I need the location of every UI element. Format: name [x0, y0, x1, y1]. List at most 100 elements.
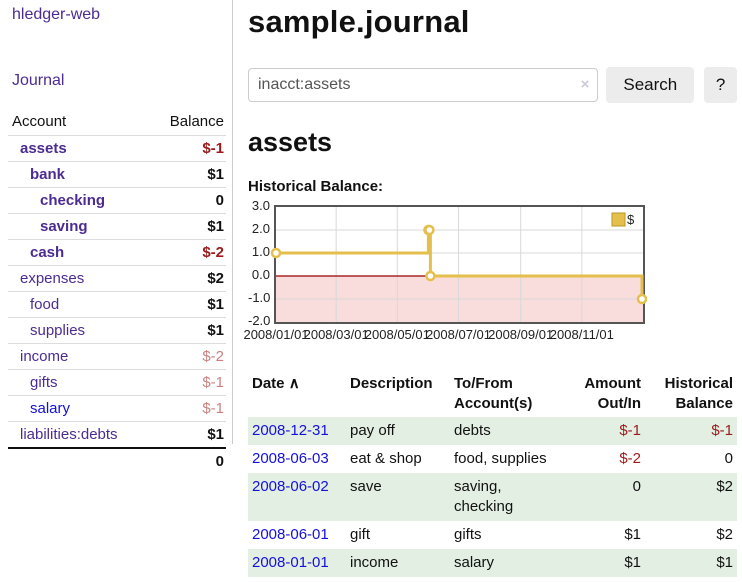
transaction-amount: $-2: [619, 450, 641, 467]
transaction-description: gift: [350, 526, 371, 543]
account-link-cash[interactable]: cash: [30, 244, 65, 261]
y-tick-label: 1.0: [251, 244, 270, 259]
account-row-assets: assets $-1: [8, 135, 226, 162]
accounts-total-row: 0: [8, 447, 226, 474]
sort-asc-icon: ∧: [288, 375, 300, 392]
register-header-balance: Historical Balance: [664, 375, 733, 412]
page-title: sample.journal: [248, 4, 470, 39]
transaction-date-link[interactable]: 2008-06-02: [252, 478, 329, 495]
account-balance: $1: [151, 291, 226, 318]
account-balance: $-1: [151, 369, 226, 396]
transaction-accounts: gifts: [454, 526, 482, 543]
accounts-table: Account Balance assets $-1 bank $1 check…: [8, 110, 226, 474]
chart-plot-svg: $: [270, 207, 648, 322]
help-button[interactable]: ?: [704, 67, 737, 103]
register-header-amount: Amount Out/In: [584, 375, 641, 412]
accounts-header-account: Account: [12, 113, 67, 130]
search-button[interactable]: Search: [606, 67, 695, 103]
x-tick-label: 2008/09/01: [488, 327, 554, 342]
register-header-date[interactable]: Date ∧: [252, 375, 300, 392]
account-row-expenses: expenses $2: [8, 265, 226, 292]
account-row-gifts: gifts $-1: [8, 369, 226, 396]
account-balance: $-1: [151, 395, 226, 422]
register-header-accounts: To/From Account(s): [454, 375, 533, 412]
account-row-cash: cash $-2: [8, 239, 226, 266]
x-tick-label: 2008/11/01: [549, 327, 614, 342]
transaction-accounts: salary: [454, 554, 495, 571]
account-link-supplies[interactable]: supplies: [30, 322, 86, 339]
account-row-bank: bank $1: [8, 161, 226, 188]
account-link-income[interactable]: income: [20, 348, 69, 365]
register-row: 2008-06-02 save saving, checking 0 $2: [248, 473, 737, 521]
account-balance: $-1: [151, 135, 226, 162]
transaction-amount: $1: [624, 526, 641, 543]
account-row-checking: checking 0: [8, 187, 226, 214]
accounts-total: 0: [151, 447, 226, 474]
y-tick-label: -1.0: [248, 290, 271, 305]
register-row: 2008-06-01 gift gifts $1 $2: [248, 521, 737, 549]
transaction-date-link[interactable]: 2008-01-01: [252, 554, 329, 571]
account-link-liabilities-debts[interactable]: liabilities:debts: [20, 426, 118, 443]
transaction-balance: 0: [724, 450, 733, 467]
account-balance: $1: [151, 213, 226, 240]
transaction-description: income: [350, 554, 399, 571]
sidebar-item-journal[interactable]: Journal: [12, 72, 65, 89]
accounts-header-row: Account Balance: [8, 110, 226, 136]
account-balance: $-2: [151, 343, 226, 370]
account-row-saving: saving $1: [8, 213, 226, 240]
search-form: × Search ?: [248, 67, 737, 103]
x-tick-label: 2008/07/01: [425, 327, 492, 342]
transaction-date-link[interactable]: 2008-12-31: [252, 422, 329, 439]
transaction-date-link[interactable]: 2008-06-01: [252, 526, 329, 543]
x-tick-label: 2008/03/01: [303, 327, 369, 342]
account-row-income: income $-2: [8, 343, 226, 370]
historical-balance-chart: 3.0 2.0 1.0 0.0 -1.0 -2.0 $ 2008/01/01 2008/03…: [243, 199, 737, 349]
app-brand-link[interactable]: hledger-web: [12, 6, 101, 23]
account-balance: $-2: [151, 239, 226, 266]
transaction-accounts: debts: [454, 422, 491, 439]
account-balance: 0: [151, 187, 226, 214]
transaction-accounts: food, supplies: [454, 450, 547, 467]
transaction-description: pay off: [350, 422, 395, 439]
register-row: 2008-01-01 income salary $1 $1: [248, 549, 737, 577]
transaction-balance: $-1: [711, 422, 733, 439]
clear-search-icon[interactable]: ×: [580, 76, 590, 93]
chart-title: Historical Balance:: [248, 178, 384, 195]
account-link-gifts[interactable]: gifts: [30, 374, 58, 391]
account-balance: $1: [151, 421, 226, 448]
register-row: 2008-12-31 pay off debts $-1 $-1: [248, 417, 737, 445]
main-content: sample.journal × Search ? assets Histori…: [243, 0, 737, 577]
chart-y-axis-labels: 3.0 2.0 1.0 0.0 -1.0 -2.0: [248, 199, 271, 327]
transaction-date-link[interactable]: 2008-06-03: [252, 450, 329, 467]
svg-text:$: $: [627, 212, 635, 227]
transaction-balance: $1: [716, 554, 733, 571]
transaction-accounts: saving, checking: [454, 478, 514, 515]
account-balance: $1: [151, 161, 226, 188]
y-tick-label: 0.0: [251, 267, 270, 282]
account-link-expenses[interactable]: expenses: [20, 270, 85, 287]
x-tick-label: 2008/05/01: [364, 327, 430, 342]
search-input[interactable]: [248, 68, 599, 102]
account-link-bank[interactable]: bank: [30, 166, 66, 183]
register-row: 2008-06-03 eat & shop food, supplies $-2…: [248, 445, 737, 473]
transaction-balance: $2: [716, 526, 733, 543]
account-row-supplies: supplies $1: [8, 317, 226, 344]
y-tick-label: -2.0: [248, 313, 271, 328]
register-header-row: Date ∧ Description To/From Account(s) Am…: [248, 371, 737, 417]
transaction-description: save: [350, 478, 382, 495]
chart-plot: $: [270, 205, 648, 324]
y-tick-label: 2.0: [251, 221, 270, 236]
account-link-salary[interactable]: salary: [30, 400, 71, 417]
register-table: Date ∧ Description To/From Account(s) Am…: [248, 371, 737, 577]
account-link-assets[interactable]: assets: [20, 140, 67, 157]
transaction-balance: $2: [716, 478, 733, 495]
account-link-checking[interactable]: checking: [40, 192, 106, 209]
account-link-food[interactable]: food: [30, 296, 60, 313]
account-link-saving[interactable]: saving: [40, 218, 88, 235]
sidebar: hledger-web Journal Account Balance asse…: [0, 0, 233, 474]
register-header-description: Description: [350, 375, 433, 392]
search-box: ×: [248, 68, 599, 102]
accounts-header-balance: Balance: [169, 113, 224, 130]
account-balance: $1: [151, 317, 226, 344]
account-balance: $2: [151, 265, 226, 292]
